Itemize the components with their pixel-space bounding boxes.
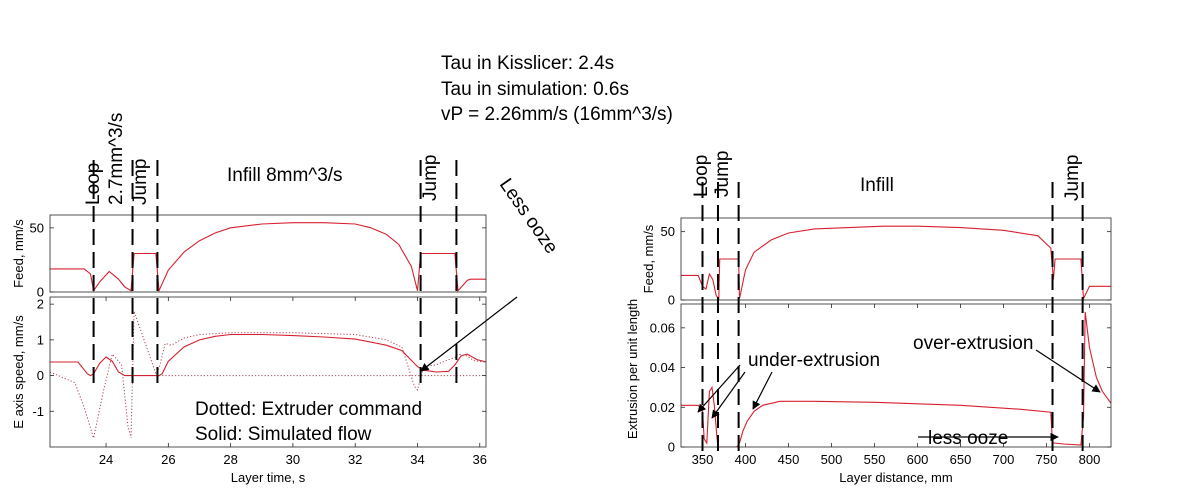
left-espeed-series-solid-line — [50, 333, 486, 377]
y-tick-label: 0 — [37, 368, 44, 383]
y-axis-label: E axis speed, mm/s — [11, 315, 26, 429]
plot-background — [681, 218, 1111, 300]
x-tick-label: 400 — [735, 452, 757, 467]
x-tick-label: 34 — [410, 452, 424, 467]
y-tick-label: 50 — [30, 220, 44, 235]
arrow-under-extrusion-3 — [752, 371, 773, 410]
x-tick-label: 28 — [223, 452, 237, 467]
header-line-2: Tau in simulation: 0.6s — [441, 79, 629, 100]
x-tick-label: 36 — [473, 452, 487, 467]
label-right-jump-1: Jump — [712, 151, 733, 197]
right-feed-series-solid-line — [681, 225, 1111, 300]
arrow-less-ooze-left — [420, 296, 518, 372]
label-right-infill: Infill — [860, 175, 894, 196]
y-tick-label: 0 — [668, 293, 675, 308]
label-right-jump-2: Jump — [1062, 155, 1083, 201]
x-tick-label: 750 — [1036, 452, 1058, 467]
y-axis-label: Feed, mm/s — [641, 224, 656, 293]
label-left-jump-1: Jump — [130, 159, 151, 205]
header-line-3: vP = 2.26mm/s (16mm^3/s) — [441, 104, 673, 125]
x-tick-label: 26 — [161, 452, 175, 467]
x-tick-label: 24 — [99, 452, 113, 467]
label-less-ooze-right: less ooze — [928, 428, 1008, 449]
plot-background — [681, 304, 1111, 447]
plot-background — [50, 215, 486, 292]
left-feed-axes: 0 50 Feed, mm/s — [11, 214, 487, 300]
x-tick-label: 450 — [778, 452, 800, 467]
y-tick-label: 1 — [37, 332, 44, 347]
x-tick-label: 550 — [864, 452, 886, 467]
legend-solid: Solid: Simulated flow — [195, 424, 372, 445]
label-left-loop: Loop — [83, 163, 104, 205]
label-less-ooze-left: Less ooze — [495, 175, 562, 258]
y-axis-label: Extrusion per unit length — [625, 299, 640, 439]
x-axis-label: Layer time, s — [231, 470, 306, 485]
label-over-extrusion: over-extrusion — [913, 333, 1033, 354]
axis-frame — [680, 217, 1112, 301]
y-tick-label: 0.04 — [650, 360, 675, 375]
header-line-1: Tau in Kisslicer: 2.4s — [441, 53, 615, 74]
y-tick-label: 0.06 — [650, 320, 675, 335]
arrow-under-extrusion-1 — [697, 364, 741, 413]
right-extrusion-axes: 0 0.02 0.04 0.06 350 400 450 500 550 600 650 700 750… — [625, 299, 1112, 485]
left-espeed-series-dotted-line — [50, 311, 486, 439]
axis-frame — [680, 303, 1112, 448]
phase-boundary-markers — [92, 160, 1084, 452]
left-espeed-axes: -1 0 1 2 24 26 28 30 32 34 36 E axis speed, mm/s Lay… — [11, 296, 487, 485]
legend-dotted: Dotted: Extruder command — [195, 399, 422, 420]
y-tick-label: -1 — [32, 404, 44, 419]
y-axis-label: Feed, mm/s — [11, 219, 26, 288]
y-tick-label: 50 — [661, 224, 675, 239]
y-tick-label: 0 — [37, 285, 44, 300]
annotation-arrows — [420, 296, 1101, 442]
axis-frame — [49, 214, 487, 293]
x-tick-label: 350 — [692, 452, 714, 467]
label-left-infill: Infill 8mm^3/s — [227, 165, 343, 186]
x-tick-label: 32 — [348, 452, 362, 467]
arrow-over-extrusion — [1035, 349, 1101, 393]
x-tick-label: 700 — [993, 452, 1015, 467]
y-tick-label: 2 — [37, 297, 44, 312]
arrow-under-extrusion-2 — [711, 371, 746, 419]
right-feed-axes: 0 50 Feed, mm/s — [641, 217, 1112, 308]
x-tick-label: 650 — [950, 452, 972, 467]
x-tick-label: 500 — [821, 452, 843, 467]
y-tick-label: 0 — [668, 440, 675, 455]
axis-frame — [49, 296, 487, 448]
label-left-loop-flow: 2.7mm^3/s — [106, 113, 127, 205]
x-tick-label: 30 — [286, 452, 300, 467]
x-tick-label: 600 — [907, 452, 929, 467]
y-tick-label: 0.02 — [650, 400, 675, 415]
x-tick-label: 800 — [1079, 452, 1101, 467]
x-axis-label: Layer distance, mm — [839, 470, 952, 485]
label-left-jump-2: Jump — [420, 155, 441, 201]
label-right-loop: Loop — [691, 155, 712, 197]
label-under-extrusion: under-extrusion — [748, 350, 880, 371]
